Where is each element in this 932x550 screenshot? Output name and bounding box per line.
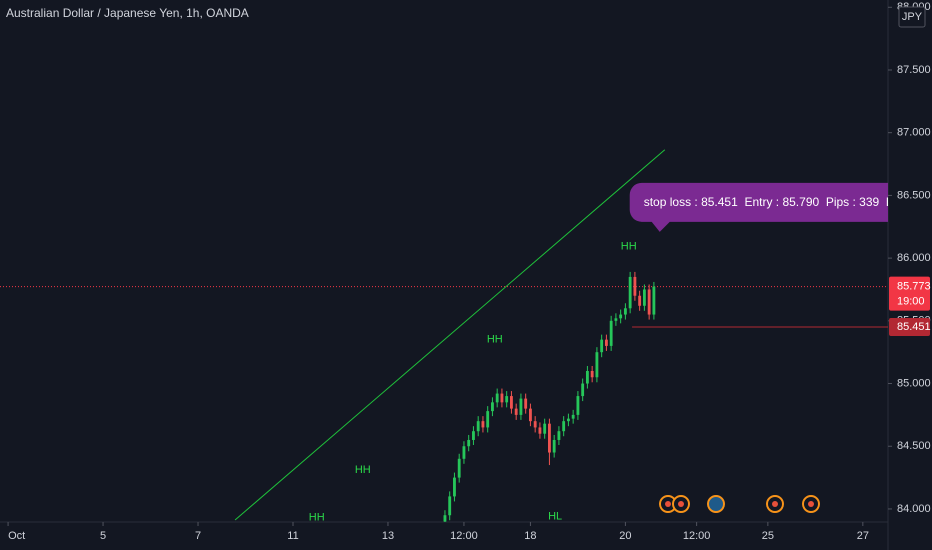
callout-text: stop loss : 85.451 Entry : 85.790 Pips :… <box>644 195 915 209</box>
candle-body <box>529 408 532 422</box>
candle-body <box>628 276 632 309</box>
countdown: 19:00 <box>897 295 925 307</box>
candle-body <box>566 418 570 422</box>
event-dot <box>772 501 778 507</box>
candle-body <box>533 421 537 428</box>
y-tick-label: 84.000 <box>897 503 931 515</box>
x-tick-label: 12:00 <box>683 530 711 542</box>
candle-body <box>476 421 480 432</box>
candle-body <box>519 398 523 415</box>
candle-body <box>638 295 642 306</box>
y-tick-label: 87.500 <box>897 64 931 76</box>
y-tick-label: 85.000 <box>897 377 931 389</box>
candle-body <box>623 308 627 315</box>
annotation: HH <box>355 464 371 476</box>
candle-body <box>600 339 604 353</box>
candle-body <box>448 496 452 516</box>
candle-body <box>647 289 651 315</box>
x-tick-label: 13 <box>382 530 394 542</box>
y-tick-label: 86.000 <box>897 252 931 264</box>
x-tick-label: 25 <box>762 530 774 542</box>
stop-badge <box>889 317 930 336</box>
candle-body <box>642 289 646 306</box>
candle-body <box>462 446 466 459</box>
chart-title: Australian Dollar / Japanese Yen, 1h, OA… <box>6 6 249 20</box>
candle-body <box>491 402 494 412</box>
annotation: HH <box>487 334 503 346</box>
candle-body <box>457 458 461 478</box>
annotation: HH <box>621 241 637 253</box>
axes: 84.00084.50085.00085.50086.00086.50087.0… <box>7 1 931 542</box>
annotation: HL <box>548 510 562 522</box>
candle-body <box>619 314 623 319</box>
candle-body <box>604 339 608 346</box>
annotation: HH <box>309 512 325 524</box>
candle-body <box>581 383 585 397</box>
candle-body <box>481 421 485 428</box>
candle-body <box>505 396 509 403</box>
x-tick-label: Oct <box>8 530 25 542</box>
event-dot <box>808 501 814 507</box>
y-tick-label: 86.500 <box>897 189 931 201</box>
last-price-badge <box>889 276 930 311</box>
event-icon[interactable] <box>707 495 725 513</box>
candle-body <box>514 408 518 415</box>
candle-body <box>652 286 656 315</box>
y-tick-label: 84.500 <box>897 440 931 452</box>
candle-body <box>609 320 613 346</box>
candle-body <box>562 421 566 432</box>
candle-body <box>552 439 556 453</box>
candle-body <box>590 370 594 378</box>
candle-body <box>595 352 599 378</box>
x-tick-label: 12:00 <box>450 530 478 542</box>
event-dot <box>678 501 684 507</box>
x-tick-label: 20 <box>619 530 631 542</box>
candle-body <box>547 423 551 453</box>
candle-body <box>585 370 589 384</box>
candle-body <box>524 398 528 409</box>
trendline <box>234 149 666 521</box>
x-tick-label: 5 <box>100 530 106 542</box>
candle-body <box>576 396 580 415</box>
x-tick-label: 11 <box>287 530 298 542</box>
event-dot <box>665 501 671 507</box>
callout-box <box>629 182 888 232</box>
candle-body <box>633 276 637 296</box>
candle-body <box>453 477 456 497</box>
currency-box <box>898 6 926 28</box>
stop-label: 85.451 <box>897 321 931 333</box>
event-icons <box>659 495 820 513</box>
candle-body <box>510 396 513 409</box>
candle-body <box>557 431 561 440</box>
candle-body <box>443 515 447 522</box>
x-tick-label: 18 <box>524 530 536 542</box>
candle-body <box>538 427 542 434</box>
candle-body <box>614 318 618 321</box>
candle-body <box>495 393 499 403</box>
x-tick-label: 27 <box>857 530 869 542</box>
candle-body <box>472 431 475 440</box>
candle-body <box>486 411 490 428</box>
y-tick-label: 87.000 <box>897 127 931 139</box>
currency: JPY <box>902 11 923 23</box>
candle-body <box>467 439 471 447</box>
x-tick-label: 7 <box>195 530 201 542</box>
candle-body <box>543 423 547 434</box>
candle-body <box>500 393 504 403</box>
plot-area: HH HH HH HL HH stop loss : 85.451 Entry : 85.… <box>0 149 915 524</box>
last-price-label: 85.773 <box>897 280 931 292</box>
candle-body <box>571 414 575 419</box>
